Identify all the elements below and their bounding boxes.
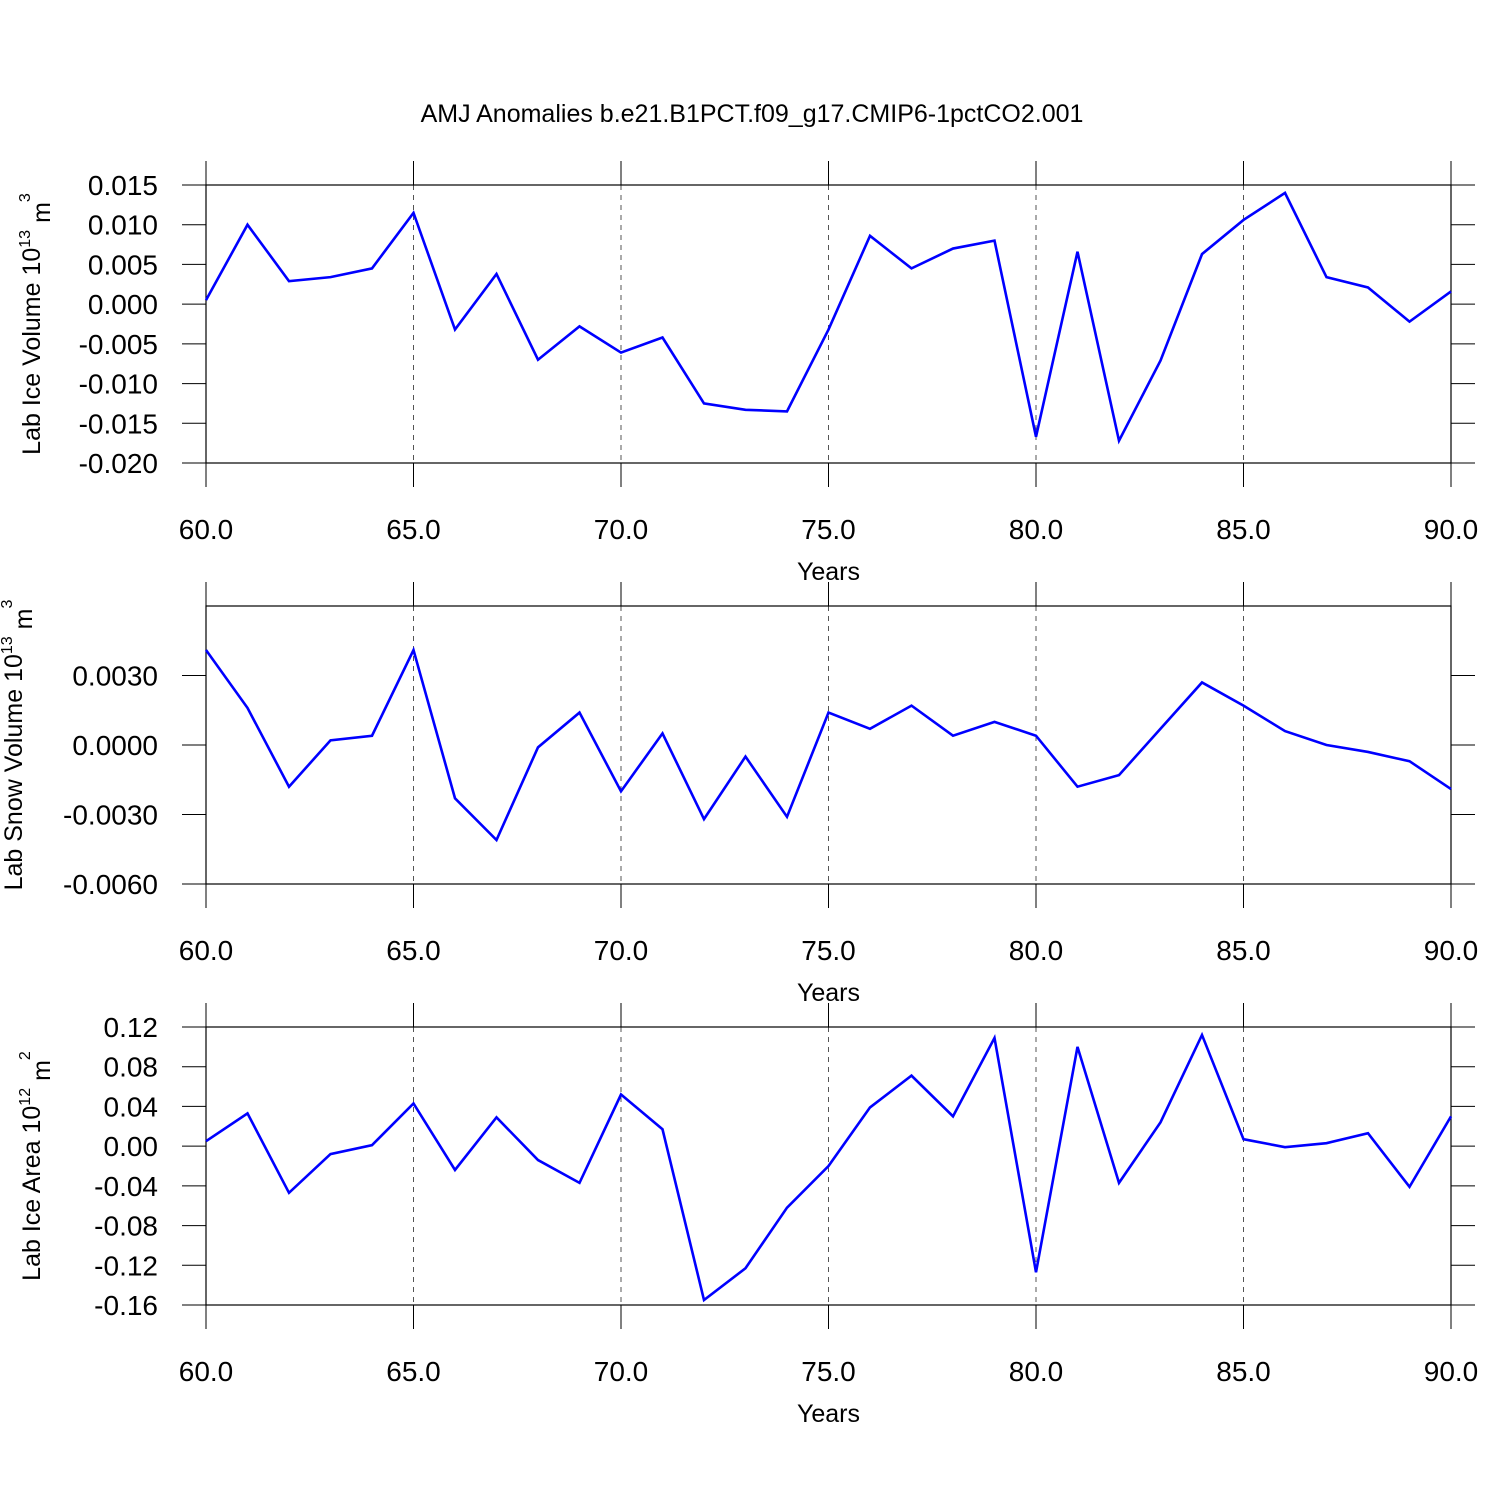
panel: 60.0 65.0 70.0 75.0 80.0 85.0 90.0 0.12 0.08 0.04… (17, 1003, 1478, 1428)
y-axis-label-part: Lab Ice Area 10 (18, 1106, 46, 1281)
data-line (205, 1031, 1453, 1303)
y-axis-label: Lab Snow Volume 1013 m3 (0, 600, 38, 891)
x-tick-label: 90.0 (1424, 935, 1479, 966)
x-tick-label: 60.0 (179, 935, 234, 966)
y-tick-label: 0.0030 (72, 661, 158, 692)
x-tick-label: 70.0 (594, 935, 649, 966)
x-tick-label: 65.0 (386, 1356, 441, 1387)
y-axis-label-part: 12 (17, 1088, 34, 1106)
y-axis-label-part: Lab Ice Volume 10 (18, 248, 46, 455)
chart-title: AMJ Anomalies b.e21.B1PCT.f09_g17.CMIP6-… (421, 100, 1084, 128)
plot-frame (205, 184, 1452, 464)
y-axis-label-part: 2 (17, 1051, 34, 1060)
data-line (204, 191, 1452, 445)
x-tick-label: 80.0 (1009, 935, 1064, 966)
x-tick-label: 70.0 (594, 1356, 649, 1387)
y-tick-label: -0.16 (94, 1290, 158, 1321)
y-tick-label: -0.12 (94, 1250, 158, 1281)
x-axis-label: Years (797, 558, 860, 586)
x-tick-label: 85.0 (1216, 1356, 1271, 1387)
y-tick-label: -0.04 (94, 1171, 158, 1202)
x-tick-label: 70.0 (594, 514, 649, 545)
x-tick-label: 80.0 (1009, 514, 1064, 545)
y-tick-label: -0.08 (94, 1211, 158, 1242)
y-tick-label: -0.005 (79, 329, 158, 360)
x-tick-label: 65.0 (386, 935, 441, 966)
x-tick-label: 75.0 (801, 935, 856, 966)
panel: 60.0 65.0 70.0 75.0 80.0 85.0 90.0 0.0030 0.0000… (0, 582, 1478, 1007)
y-axis-label-part: m (28, 202, 56, 223)
x-tick-label: 90.0 (1424, 1356, 1479, 1387)
x-tick-label: 60.0 (179, 1356, 234, 1387)
y-axis-label-part: 13 (0, 636, 16, 654)
x-tick-label: 85.0 (1216, 935, 1271, 966)
y-tick-label: -0.020 (79, 448, 158, 479)
y-tick-label: 0.0000 (72, 730, 158, 761)
y-axis-label-part: 3 (0, 600, 16, 609)
x-axis-label: Years (797, 1400, 860, 1428)
x-tick-label: 85.0 (1216, 514, 1271, 545)
x-tick-label: 90.0 (1424, 514, 1479, 545)
x-tick-label: 60.0 (179, 514, 234, 545)
x-tick-label: 75.0 (801, 514, 856, 545)
y-axis-label: Lab Ice Area 1012 m2 (17, 1051, 56, 1281)
x-axis-label: Years (797, 979, 860, 1007)
plot-frame (205, 605, 1452, 885)
y-axis-label-part: 3 (17, 193, 34, 202)
y-tick-label: 0.000 (88, 289, 158, 320)
y-tick-label: 0.04 (104, 1091, 159, 1122)
y-tick-label: 0.010 (88, 210, 158, 241)
y-tick-label: 0.005 (88, 249, 158, 280)
y-tick-label: 0.08 (104, 1052, 159, 1083)
y-tick-label: 0.00 (104, 1131, 159, 1162)
y-tick-label: 0.015 (88, 170, 158, 201)
x-tick-label: 65.0 (386, 514, 441, 545)
y-axis-label-part: m (10, 609, 38, 630)
y-tick-label: -0.010 (79, 369, 158, 400)
y-axis-label: Lab Ice Volume 1013 m3 (17, 193, 56, 455)
y-tick-label: -0.015 (79, 408, 158, 439)
y-tick-label: -0.0030 (63, 800, 158, 831)
x-tick-label: 80.0 (1009, 1356, 1064, 1387)
plot-frame (205, 1026, 1452, 1306)
y-tick-label: -0.0060 (63, 869, 158, 900)
y-axis-label-part: m (28, 1060, 56, 1081)
y-axis-label-part: 13 (17, 230, 34, 248)
y-tick-label: 0.12 (104, 1012, 159, 1043)
x-tick-label: 75.0 (801, 1356, 856, 1387)
data-line (204, 646, 1452, 843)
y-axis-label-part: Lab Snow Volume 10 (0, 654, 28, 890)
panel: 60.0 65.0 70.0 75.0 80.0 85.0 90.0 0.015 0.010 0.… (17, 161, 1478, 586)
